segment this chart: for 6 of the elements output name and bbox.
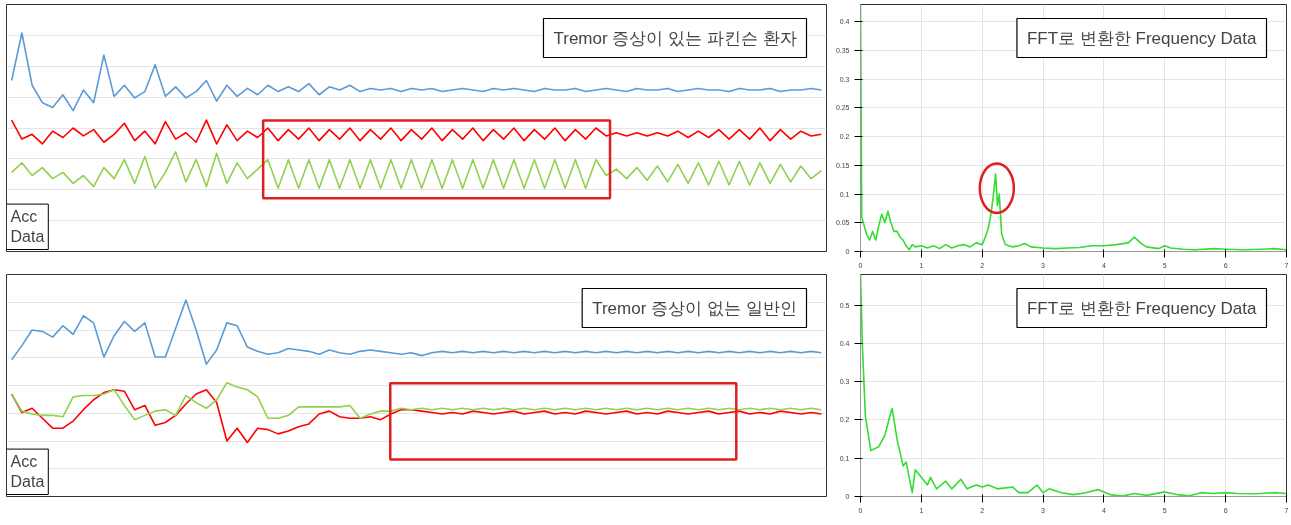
chart-title: Tremor 증상이 없는 일반인 xyxy=(592,298,797,318)
text: Acc Data xyxy=(10,208,45,246)
text: FFT로 변환한 Frequency Data xyxy=(1026,28,1258,48)
chart-title: Tremor 증상이 있는 파킨슨 환자 xyxy=(553,28,797,48)
text: FFT로 변환한 Frequency Data xyxy=(1026,298,1258,318)
text: Acc Data xyxy=(10,453,45,491)
